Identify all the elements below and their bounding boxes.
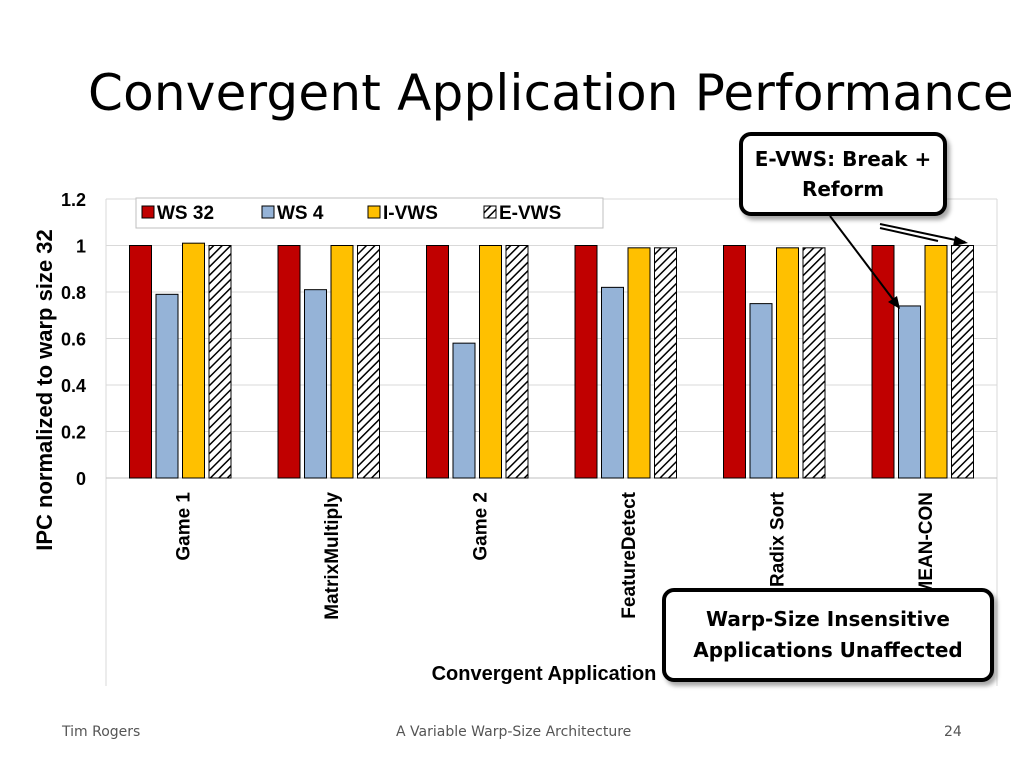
- bar-e-vws: [654, 247, 677, 479]
- bar-e-vws: [357, 245, 380, 479]
- callout-arrows: [829, 215, 968, 309]
- legend-label: WS 32: [157, 203, 214, 224]
- callout-arrow-ws4: [829, 215, 899, 307]
- bar-ws-32: [426, 245, 449, 479]
- bar-i-vws: [924, 245, 948, 479]
- y-axis-label: IPC normalized to warp size 32: [32, 229, 57, 551]
- y-tick-label: 1: [76, 237, 86, 257]
- evws-callout: E-VWS: Break + Reform: [739, 132, 947, 216]
- footer-page-number: 24: [944, 724, 962, 740]
- callout-arrow-ws4-head: [888, 296, 900, 309]
- bar-ws-32: [129, 245, 152, 479]
- legend-label: WS 4: [277, 203, 324, 224]
- x-tick-label: MatrixMultiply: [322, 492, 343, 620]
- bar-i-vws: [776, 247, 799, 479]
- legend-swatch: [367, 205, 381, 219]
- legend-swatch: [261, 205, 275, 219]
- bar-e-vws: [951, 245, 974, 479]
- callout-arrow-evws-head: [953, 236, 968, 246]
- y-tick-label: 0.8: [61, 283, 86, 303]
- insensitive-callout: Warp-Size Insensitive Applications Unaff…: [662, 588, 994, 682]
- x-tick-label: Game 1: [173, 492, 194, 561]
- bar-ws-4: [601, 286, 624, 479]
- bar-e-vws: [208, 245, 232, 479]
- bar-ws-32: [723, 245, 746, 479]
- bar-ws-4: [304, 289, 327, 479]
- bar-ws-4: [898, 305, 921, 479]
- x-tick-label: Game 2: [470, 492, 491, 561]
- y-tick-label: 0: [76, 469, 86, 489]
- callout-arrow-evws: [879, 223, 966, 243]
- bar-e-vws: [802, 247, 826, 479]
- bar-ws-4: [155, 293, 179, 479]
- bar-i-vws: [182, 242, 205, 479]
- slide-title: Convergent Application Performance: [88, 64, 1014, 122]
- legend-label: E-VWS: [499, 203, 561, 224]
- bar-i-vws: [627, 247, 651, 479]
- callout-arrow-ivws: [879, 227, 939, 242]
- y-tick-label: 0.6: [61, 330, 86, 350]
- bar-ws-32: [871, 245, 895, 479]
- x-tick-label: FeatureDetect: [619, 491, 640, 618]
- legend-swatch: [483, 205, 497, 219]
- bar-ws-4: [452, 342, 476, 479]
- bar-i-vws: [479, 245, 502, 479]
- bar-ws-32: [574, 245, 598, 479]
- footer-author: Tim Rogers: [62, 724, 141, 740]
- x-tick-label: HMEAN-CON: [916, 492, 937, 610]
- bar-i-vws: [330, 245, 354, 479]
- x-tick-label: Radix Sort: [767, 491, 788, 587]
- x-axis-label: Convergent Application: [432, 663, 657, 685]
- y-tick-label: 0.2: [61, 423, 86, 443]
- legend-label: I-VWS: [383, 203, 438, 224]
- legend-swatch: [141, 205, 155, 219]
- bar-e-vws: [505, 245, 529, 479]
- bar-ws-4: [749, 303, 773, 479]
- footer-talk-title: A Variable Warp-Size Architecture: [396, 724, 632, 740]
- y-tick-label: 1.2: [61, 190, 86, 210]
- y-tick-label: 0.4: [61, 376, 86, 396]
- bar-ws-32: [277, 245, 301, 479]
